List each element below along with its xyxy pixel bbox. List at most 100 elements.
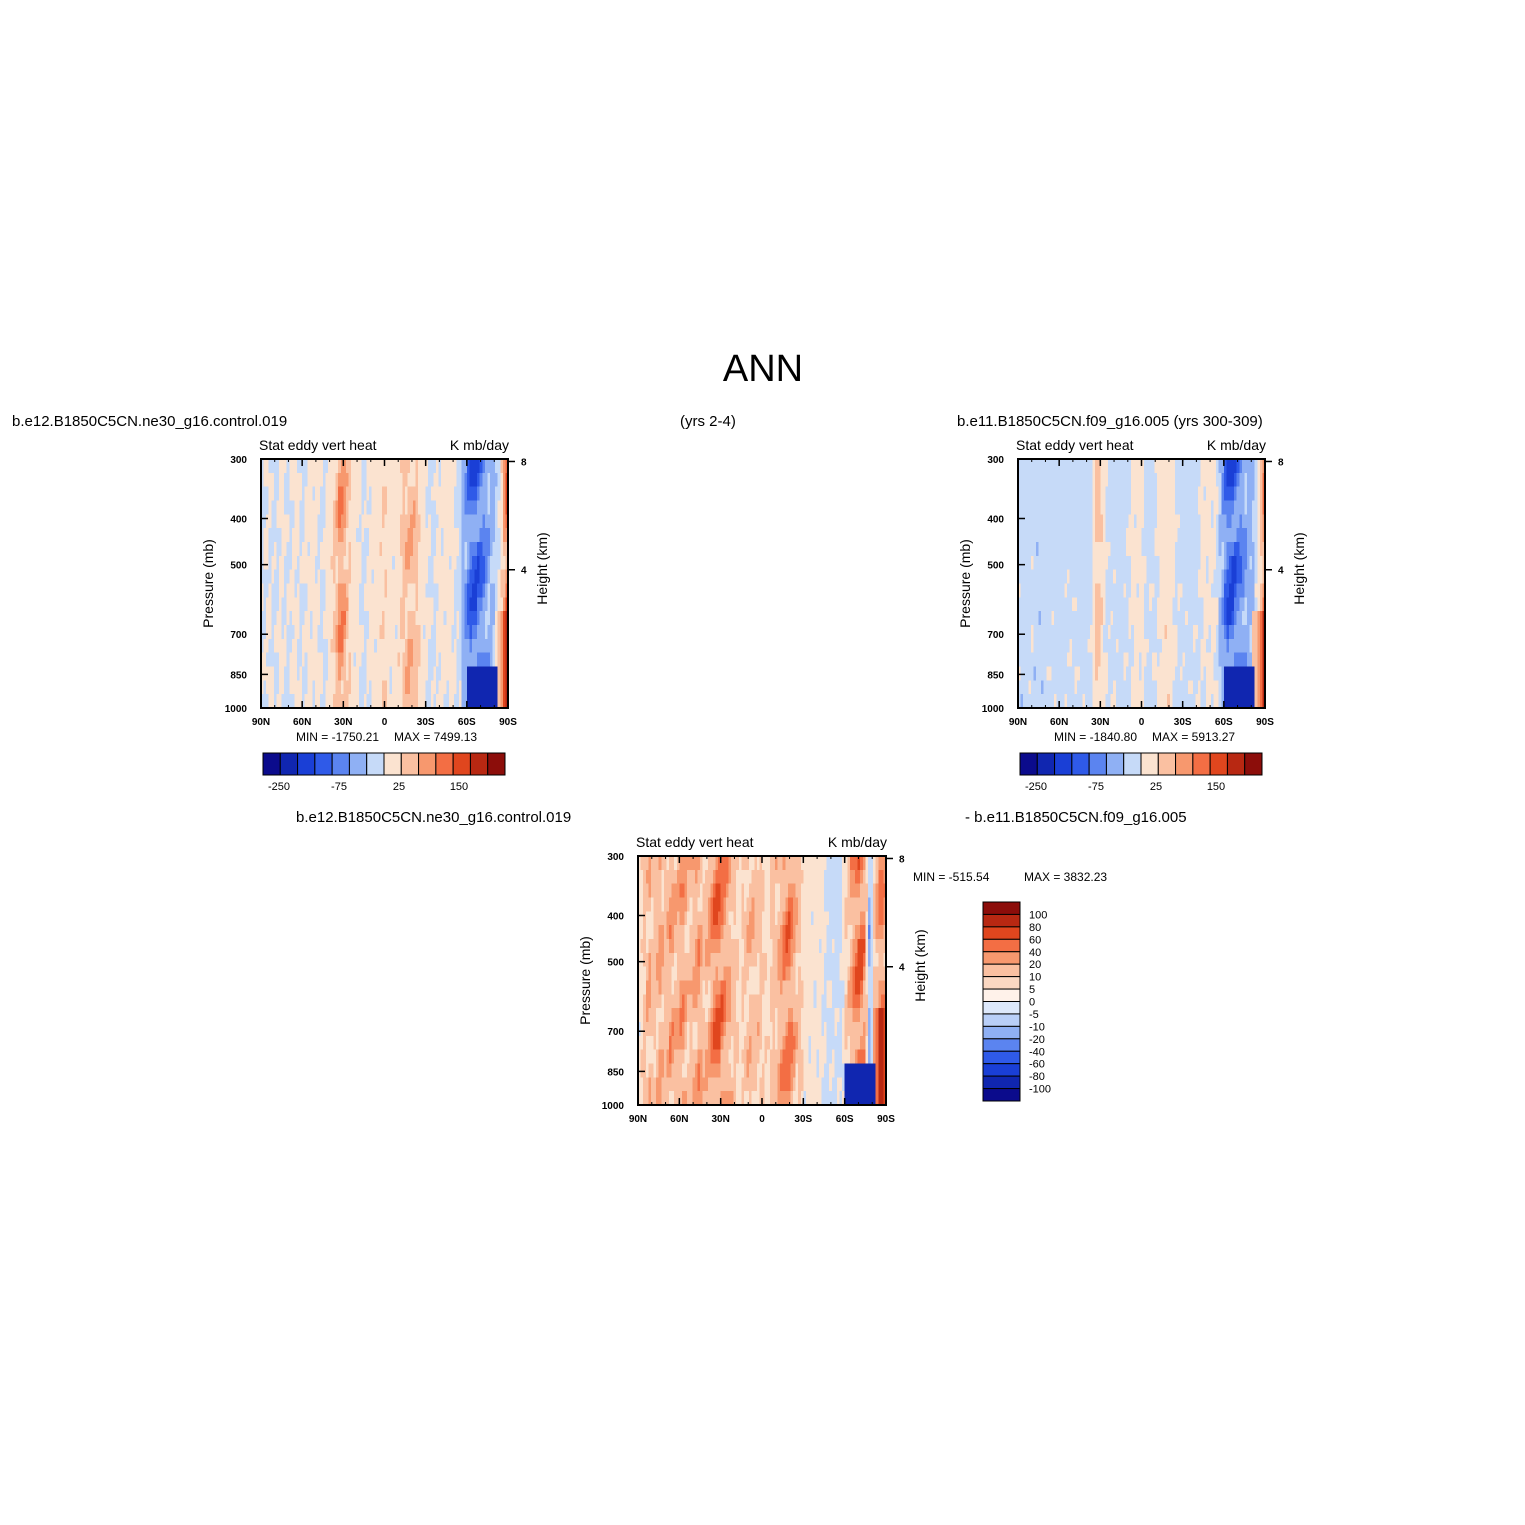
heatmap-cell — [307, 555, 311, 571]
heatmap-cell — [315, 638, 319, 654]
heatmap-cell — [1051, 459, 1055, 474]
heatmap-cell — [741, 1035, 745, 1051]
heatmap-cell — [774, 883, 779, 899]
heatmap-cell — [1185, 569, 1189, 585]
heatmap-cell — [1079, 542, 1083, 557]
heatmap-cell — [320, 569, 324, 585]
heatmap-cell — [381, 625, 386, 640]
heatmap-cell — [487, 680, 491, 695]
heatmap-cell — [369, 459, 373, 474]
heatmap-cell — [1198, 666, 1202, 681]
heatmap-cell — [423, 500, 427, 515]
heatmap-cell — [1162, 555, 1166, 571]
heatmap-cell — [1174, 542, 1179, 557]
heatmap-cell — [327, 638, 332, 654]
heatmap-cell — [1154, 694, 1158, 709]
heatmap-cell — [653, 1049, 657, 1065]
heatmap-cell — [502, 611, 507, 626]
heatmap-cell — [482, 680, 486, 695]
heatmap-cell — [397, 694, 401, 709]
heatmap-cell — [811, 1063, 815, 1078]
heatmap-cell — [441, 472, 445, 488]
heatmap-cell — [345, 542, 350, 557]
heatmap-cell — [808, 952, 812, 968]
heatmap-cell — [320, 528, 324, 543]
heatmap-cell — [728, 1091, 732, 1106]
heatmap-cell — [1234, 611, 1238, 626]
heatmap-cell — [1041, 569, 1045, 585]
heatmap-cell — [1066, 680, 1071, 695]
heatmap-cell — [482, 528, 486, 543]
heatmap-cell — [1061, 459, 1065, 474]
heatmap-cell — [502, 542, 507, 557]
heatmap-cell — [363, 569, 368, 585]
figure-title: ANN — [723, 348, 803, 390]
heatmap-cell — [826, 925, 830, 940]
heatmap-cell — [1082, 472, 1086, 488]
heatmap-cell — [389, 666, 393, 681]
heatmap-cell — [299, 555, 303, 571]
heatmap-cell — [798, 1091, 802, 1106]
heatmap-cell — [379, 611, 383, 626]
heatmap-cell — [289, 459, 293, 474]
colorbar-swatch — [1054, 752, 1073, 776]
heatmap-cell — [479, 528, 483, 543]
heatmap-cell — [415, 625, 419, 640]
heatmap-cell — [1097, 638, 1101, 654]
heatmap-cell — [731, 1008, 735, 1023]
heatmap-cell — [1018, 625, 1022, 640]
heatmap-cell — [1020, 652, 1024, 668]
colorbar-swatch — [1140, 752, 1159, 776]
heatmap-cell — [394, 472, 398, 488]
heatmap-cell — [656, 925, 660, 940]
heatmap-cell — [1128, 666, 1132, 681]
heatmap-cell — [335, 597, 339, 612]
heatmap-cell — [1154, 514, 1158, 529]
heatmap-cell — [1090, 555, 1094, 571]
heatmap-cell — [715, 1008, 719, 1023]
heatmap-cell — [291, 611, 296, 626]
heatmap-cell — [751, 966, 755, 982]
heatmap-cell — [824, 1008, 828, 1023]
heatmap-cell — [705, 1063, 709, 1078]
heatmap-cell — [1123, 597, 1127, 612]
heatmap-cell — [307, 472, 311, 488]
heatmap-cell — [1236, 528, 1240, 543]
heatmap-cell — [653, 939, 657, 954]
heatmap-cell — [676, 966, 680, 982]
heatmap-cell — [1213, 514, 1217, 529]
heatmap-cell — [1097, 555, 1101, 571]
heatmap-cell — [1141, 666, 1145, 681]
heatmap-cell — [358, 472, 362, 488]
heatmap-cell — [289, 625, 293, 640]
heatmap-cell — [291, 625, 296, 640]
heatmap-cell — [1246, 638, 1251, 654]
heatmap-cell — [1239, 638, 1243, 654]
heatmap-cell — [821, 856, 825, 871]
heatmap-cell — [741, 883, 745, 899]
heatmap-cell — [345, 611, 350, 626]
heatmap-cell — [309, 583, 314, 598]
heatmap-cell — [676, 952, 680, 968]
heatmap-cell — [441, 569, 445, 585]
heatmap-cell — [261, 680, 265, 695]
heatmap-cell — [684, 994, 688, 1009]
heatmap-cell — [335, 472, 339, 488]
heatmap-cell — [1025, 680, 1029, 695]
heatmap-cell — [451, 583, 455, 598]
heatmap-cell — [751, 925, 755, 940]
heatmap-cell — [448, 555, 452, 571]
heatmap-cell — [451, 486, 455, 502]
heatmap-cell — [1192, 666, 1197, 681]
heatmap-cell — [358, 486, 362, 502]
heatmap-cell — [330, 652, 334, 668]
heatmap-cell — [279, 472, 283, 488]
heatmap-cell — [402, 666, 406, 681]
heatmap-cell — [1092, 611, 1096, 626]
heatmap-cell — [1087, 666, 1091, 681]
heatmap-cell — [669, 869, 673, 885]
heatmap-cell — [1208, 500, 1212, 515]
heatmap-cell — [782, 994, 786, 1009]
heatmap-cell — [795, 869, 799, 885]
heatmap-cell — [1221, 625, 1225, 640]
